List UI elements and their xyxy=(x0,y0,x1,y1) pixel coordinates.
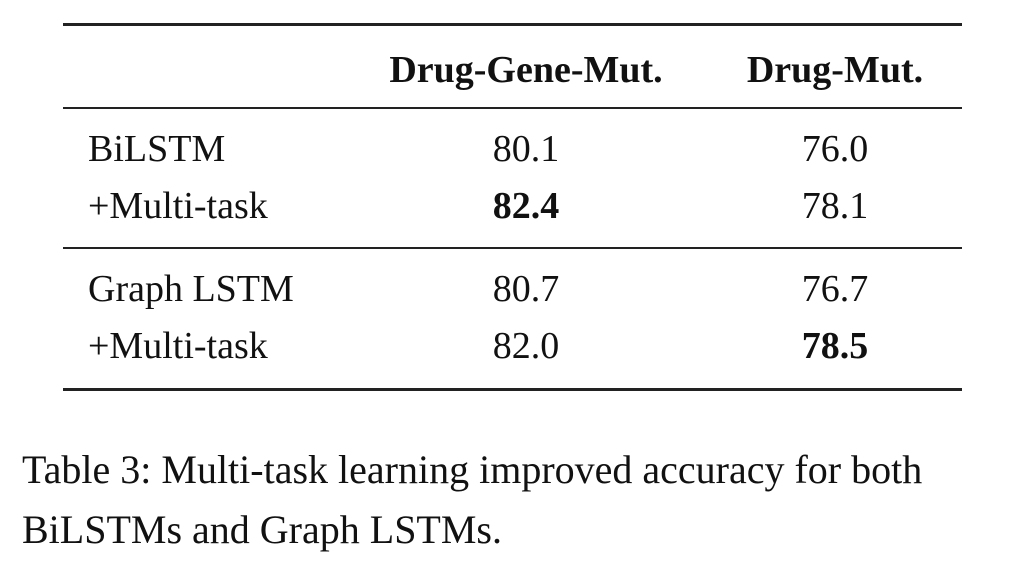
table-cell: 78.1 xyxy=(801,185,869,227)
row-label: Graph LSTM xyxy=(88,268,294,310)
header-rule xyxy=(63,107,962,109)
table-cell: 80.7 xyxy=(492,268,560,310)
table-cell: 82.4 xyxy=(492,185,560,227)
caption: Table 3: Multi-task learning improved ac… xyxy=(22,447,923,552)
table-cell: 78.5 xyxy=(801,325,869,367)
column-header: Drug-Mut. xyxy=(746,49,924,91)
bottom-rule xyxy=(63,388,962,391)
row-label: BiLSTM xyxy=(88,128,226,170)
table-cell: 80.1 xyxy=(492,128,560,170)
row-label: +Multi-task xyxy=(88,325,268,367)
row-label: +Multi-task xyxy=(88,185,268,227)
column-header: Drug-Gene-Mut. xyxy=(389,49,663,91)
top-rule xyxy=(63,23,962,26)
table-cell: 82.0 xyxy=(492,325,560,367)
table-cell: 76.7 xyxy=(801,268,869,310)
table-cell: 76.0 xyxy=(801,128,869,170)
group-rule xyxy=(63,247,962,249)
